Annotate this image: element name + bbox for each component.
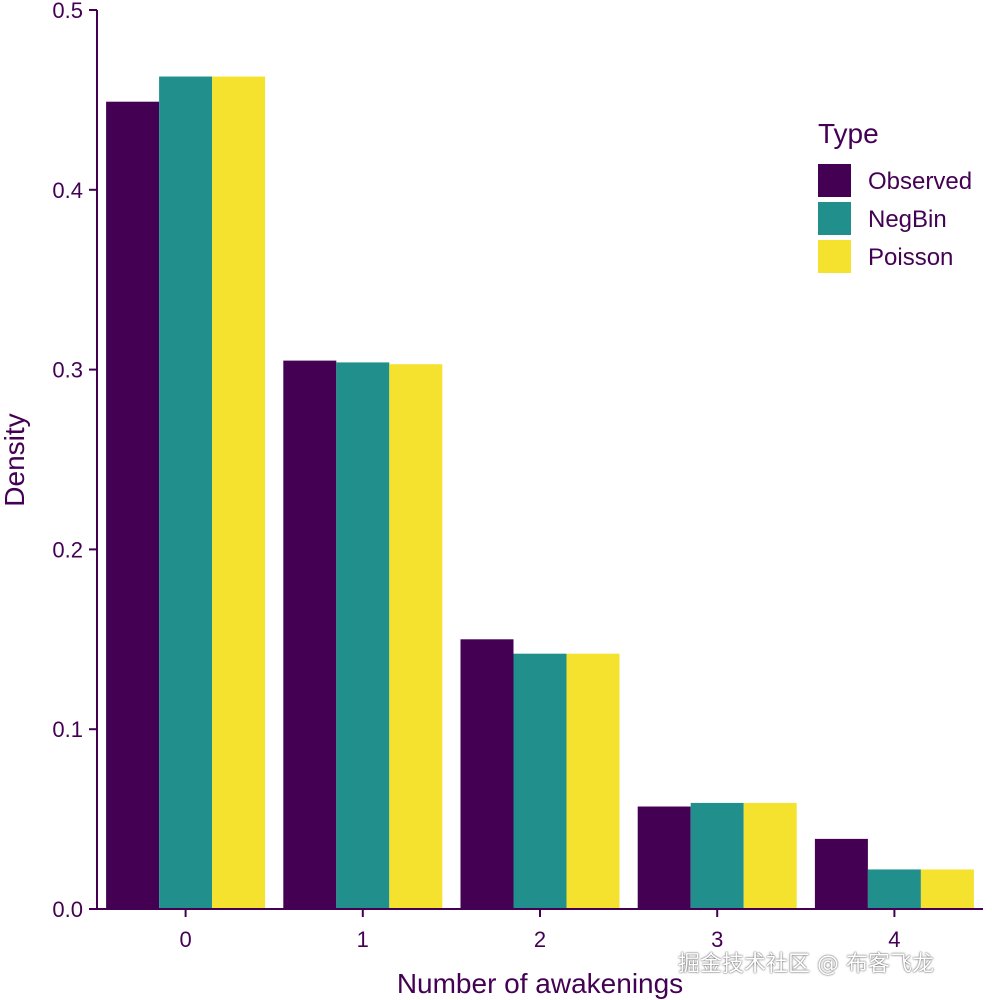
- y-tick-label: 0.2: [52, 537, 83, 562]
- x-tick-label: 0: [179, 927, 191, 952]
- bar-observed-2: [460, 639, 514, 909]
- bar-poisson-1: [389, 364, 443, 909]
- bar-negbin-0: [159, 76, 213, 909]
- legend: Type Observed NegBin Poisson: [818, 118, 972, 273]
- bar-observed-0: [106, 101, 160, 909]
- y-tick-label: 0.4: [52, 178, 83, 203]
- x-tick-label: 2: [534, 927, 546, 952]
- y-axis-title: Density: [0, 413, 30, 506]
- y-tick-label: 0.1: [52, 717, 83, 742]
- bar-poisson-2: [566, 653, 620, 909]
- legend-label-poisson: Poisson: [868, 244, 953, 271]
- legend-label-observed: Observed: [868, 168, 972, 195]
- bar-observed-3: [637, 806, 691, 909]
- x-tick-label: 4: [888, 927, 900, 952]
- bar-negbin-3: [690, 802, 744, 909]
- bar-observed-4: [814, 838, 868, 909]
- x-tick-label: 1: [357, 927, 369, 952]
- x-tick-label: 3: [711, 927, 723, 952]
- y-tick-label: 0.3: [52, 358, 83, 383]
- bar-negbin-1: [336, 362, 390, 910]
- bar-observed-1: [283, 360, 337, 909]
- legend-label-negbin: NegBin: [868, 206, 947, 233]
- bar-negbin-2: [513, 653, 567, 909]
- legend-swatch-negbin: [818, 202, 851, 235]
- y-tick-label: 0.0: [52, 897, 83, 922]
- bar-poisson-0: [212, 76, 266, 909]
- bar-negbin-4: [867, 869, 921, 909]
- legend-swatch-poisson: [818, 240, 851, 273]
- axes-group: 0.0 0.1 0.2 0.3 0.4 0.5 0 1 2 3 4: [52, 0, 983, 952]
- legend-swatch-observed: [818, 164, 851, 197]
- watermark: 掘金技术社区 @ 布客飞龙: [678, 952, 934, 977]
- y-tick-label: 0.5: [52, 0, 83, 23]
- x-axis-title: Number of awakenings: [397, 968, 683, 999]
- bar-poisson-3: [743, 802, 797, 909]
- bars-group: [106, 76, 974, 910]
- legend-title: Type: [818, 118, 879, 149]
- bar-poisson-4: [920, 869, 974, 909]
